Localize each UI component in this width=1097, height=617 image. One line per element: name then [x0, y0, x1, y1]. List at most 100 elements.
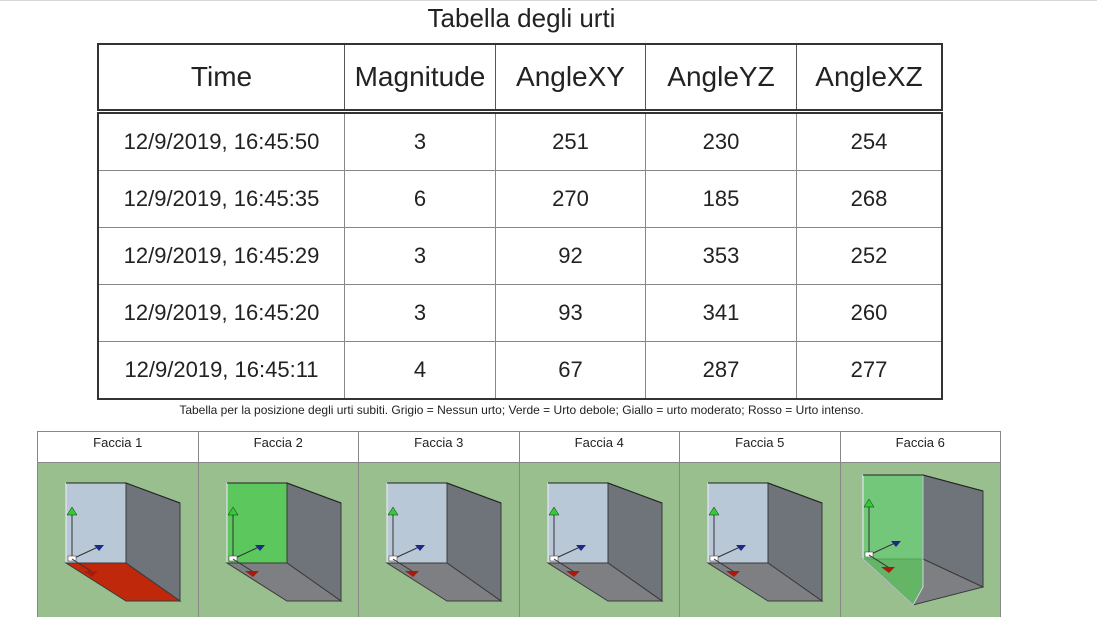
axis-z-arrow — [94, 545, 104, 551]
face-3d-view[interactable] — [198, 463, 358, 617]
cell-magnitude: 6 — [344, 170, 496, 228]
cube-top-edges — [708, 482, 823, 504]
impacts-table: Time Magnitude AngleXY AngleYZ AngleXZ 1… — [97, 43, 943, 400]
axis-z — [713, 546, 741, 560]
axis-y-arrow — [548, 506, 559, 516]
cell-anglexz: 277 — [796, 341, 942, 399]
face-panel-4: Faccia 4 — [518, 432, 679, 617]
cell-time: 12/9/2019, 16:45:35 — [98, 170, 345, 228]
cube-top-edges — [387, 482, 502, 504]
origin-box — [709, 555, 719, 562]
cube-back-face — [707, 482, 769, 564]
origin-box — [388, 555, 398, 562]
cube-icon — [224, 482, 343, 602]
axis-z-arrow — [575, 545, 586, 551]
cube-icon — [706, 482, 824, 602]
page-title: Tabella degli urti — [427, 3, 616, 33]
face-label: Faccia 6 — [840, 432, 1000, 463]
col-header-anglexz: AngleXZ — [796, 44, 942, 114]
axis-x — [71, 558, 95, 574]
col-header-time: Time — [98, 44, 345, 114]
faces-panel: Faccia 1 Faccia 2 Faccia 3 Faccia 4 Faccia 5… — [37, 431, 1001, 617]
axis-z — [232, 546, 259, 560]
cell-anglexy: 92 — [495, 227, 646, 285]
cube-back-face — [547, 482, 608, 564]
axis-x — [553, 558, 576, 574]
cube-back-face — [386, 482, 448, 564]
cell-anglexy: 67 — [495, 341, 646, 399]
cube-icon — [861, 474, 984, 606]
cube-icon — [545, 482, 664, 602]
axis-x-arrow — [880, 567, 895, 573]
top-divider — [0, 0, 1097, 1]
cube-left-face — [862, 474, 923, 606]
axis-y-arrow — [227, 506, 238, 516]
axis-z-arrow — [890, 541, 901, 547]
cube-back-face — [65, 482, 127, 564]
axis-y-arrow — [863, 498, 874, 508]
cell-anglexz: 268 — [796, 170, 942, 228]
table-header-row: Time Magnitude AngleXY AngleYZ AngleXZ — [98, 44, 942, 114]
cell-time: 12/9/2019, 16:45:11 — [98, 341, 345, 399]
axis-x — [713, 558, 737, 574]
cube-top-edges — [226, 482, 341, 504]
table-row: 12/9/2019, 16:45:29 3 92 353 252 — [98, 227, 942, 285]
cube-top-edges — [66, 482, 181, 504]
face-3d-view[interactable] — [840, 463, 1000, 617]
axis-x — [868, 554, 891, 570]
cell-anglexz: 252 — [796, 227, 942, 285]
axis-z — [553, 546, 580, 560]
face-panel-1: Faccia 1 — [38, 432, 198, 617]
cell-magnitude: 3 — [344, 284, 496, 342]
axis-x-arrow — [244, 571, 259, 577]
cell-time: 12/9/2019, 16:45:50 — [98, 111, 345, 171]
face-label: Faccia 2 — [198, 432, 358, 463]
table-row: 12/9/2019, 16:45:50 3 251 230 254 — [98, 111, 942, 171]
cell-magnitude: 4 — [344, 341, 496, 399]
axis-x-arrow — [565, 571, 580, 577]
cell-magnitude: 3 — [344, 227, 496, 285]
axis-x-arrow — [84, 571, 98, 577]
cell-anglexz: 254 — [796, 111, 942, 171]
col-header-magnitude: Magnitude — [344, 44, 496, 114]
face-label: Faccia 4 — [519, 432, 679, 463]
axis-x — [232, 558, 255, 574]
cube-icon — [385, 482, 503, 602]
face-label: Faccia 5 — [680, 432, 840, 463]
cell-anglexy: 251 — [495, 111, 646, 171]
cube-icon — [64, 482, 182, 602]
axis-y-arrow — [708, 506, 720, 516]
origin-box — [228, 555, 237, 562]
axis-z-arrow — [415, 545, 425, 551]
cube-back-face — [226, 482, 287, 564]
col-header-angleyz: AngleYZ — [645, 44, 797, 114]
cell-angleyz: 185 — [645, 170, 797, 228]
col-header-anglexy: AngleXY — [495, 44, 646, 114]
face-panel-6: Faccia 6 — [839, 432, 1000, 617]
cube-top-edges — [862, 474, 983, 492]
table-row: 12/9/2019, 16:45:35 6 270 185 268 — [98, 170, 942, 228]
axis-z — [868, 542, 895, 556]
cell-time: 12/9/2019, 16:45:29 — [98, 227, 345, 285]
cell-anglexy: 93 — [495, 284, 646, 342]
face-panel-2: Faccia 2 — [197, 432, 358, 617]
origin-box — [549, 555, 558, 562]
axis-z — [71, 546, 99, 560]
face-panel-5: Faccia 5 — [679, 432, 840, 617]
cell-angleyz: 341 — [645, 284, 797, 342]
table-row: 12/9/2019, 16:45:11 4 67 287 277 — [98, 341, 942, 399]
axis-x-arrow — [726, 571, 740, 577]
face-3d-view[interactable] — [38, 463, 198, 617]
axis-x-arrow — [405, 571, 419, 577]
origin-box — [67, 555, 77, 562]
axis-x — [392, 558, 416, 574]
cell-magnitude: 3 — [344, 111, 496, 171]
axis-z-arrow — [254, 545, 265, 551]
cell-angleyz: 230 — [645, 111, 797, 171]
face-3d-view[interactable] — [519, 463, 679, 617]
face-3d-view[interactable] — [359, 463, 519, 617]
axis-z-arrow — [736, 545, 746, 551]
axis-y-arrow — [66, 506, 78, 516]
face-3d-view[interactable] — [680, 463, 840, 617]
cell-anglexz: 260 — [796, 284, 942, 342]
